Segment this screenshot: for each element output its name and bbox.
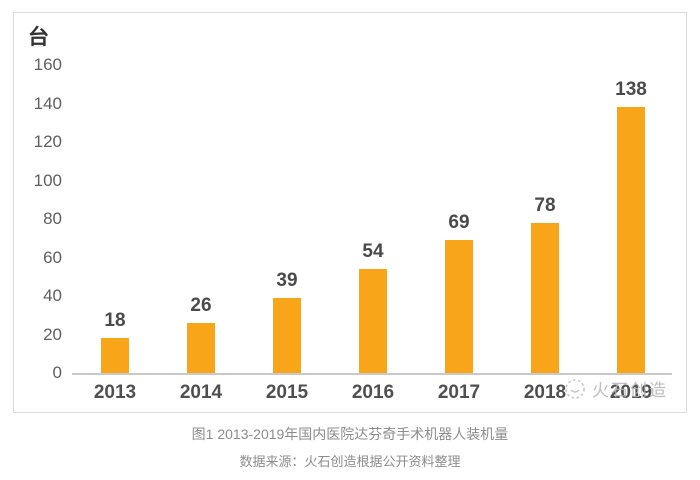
watermark-label: 火石创造 — [592, 381, 668, 400]
value-label-2015: 39 — [276, 270, 298, 291]
value-label-2014: 26 — [190, 295, 212, 316]
value-label-2018: 78 — [534, 195, 556, 216]
huoshi-logo-icon — [565, 378, 585, 399]
caption-block: 图1 2013-2019年国内医院达芬奇手术机器人装机量 数据来源：火石创造根据… — [0, 424, 700, 471]
x-tick-label-2015: 2015 — [265, 382, 309, 403]
bar-2019 — [617, 107, 645, 373]
chart-panel: 台 0 20 40 60 80 100 120 140 160 18 26 39 54 69 78 138 … — [13, 12, 687, 413]
y-tick-label-80: 80 — [43, 209, 62, 228]
x-axis-line — [72, 373, 672, 375]
y-tick-label-140: 140 — [33, 93, 62, 113]
bar-2015 — [273, 298, 301, 373]
x-tick-label-2014: 2014 — [179, 382, 223, 403]
value-label-2017: 69 — [448, 212, 470, 233]
y-tick-label-120: 120 — [33, 132, 62, 151]
bar-2013 — [101, 338, 129, 373]
x-tick-label-2019: 2019 — [609, 382, 653, 403]
watermark: 火石创造 — [564, 376, 668, 401]
y-tick-label-60: 60 — [43, 247, 62, 267]
y-tick-label-160: 160 — [33, 55, 62, 74]
value-label-2013: 18 — [104, 310, 126, 331]
bar-2014 — [187, 323, 215, 373]
value-label-2016: 54 — [362, 241, 384, 262]
bar-2018 — [531, 223, 559, 373]
x-tick-label-2016: 2016 — [351, 382, 395, 403]
x-tick-label-2013: 2013 — [93, 382, 137, 403]
y-tick-label-100: 100 — [33, 170, 62, 190]
y-tick-label-40: 40 — [43, 286, 62, 305]
chart-caption: 图1 2013-2019年国内医院达芬奇手术机器人装机量 — [191, 426, 509, 442]
bar-2016 — [359, 269, 387, 373]
x-tick-label-2017: 2017 — [437, 382, 481, 403]
bar-2017 — [445, 240, 473, 373]
y-tick-label-0: 0 — [52, 363, 62, 382]
chart-source: 数据来源：火石创造根据公开资料整理 — [239, 454, 461, 469]
y-axis-unit-label: 台 — [28, 26, 49, 49]
y-tick-label-20: 20 — [43, 324, 62, 344]
x-tick-label-2018: 2018 — [523, 382, 567, 403]
value-label-2019: 138 — [615, 79, 647, 100]
